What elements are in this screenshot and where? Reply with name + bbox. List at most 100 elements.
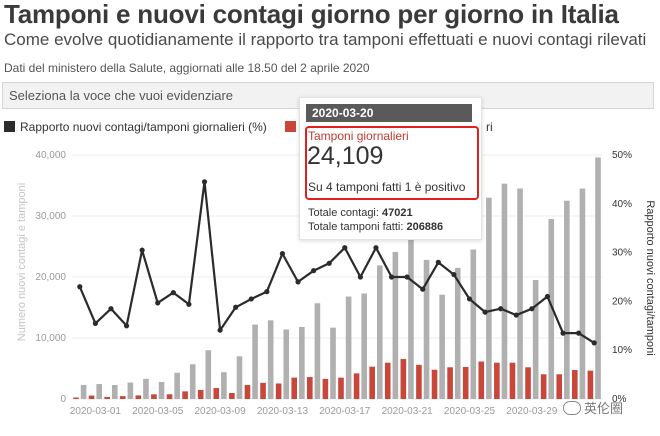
bar-contagi[interactable] [509, 362, 516, 399]
bar-contagi[interactable] [197, 389, 204, 399]
bar-contagi[interactable] [416, 364, 422, 399]
bar-contagi[interactable] [260, 382, 266, 399]
bar-tamponi[interactable] [564, 200, 570, 399]
bar-tamponi[interactable] [330, 327, 336, 399]
ratio-point[interactable] [217, 327, 223, 333]
bar-tamponi[interactable] [532, 280, 539, 399]
bar-contagi[interactable] [291, 377, 298, 399]
bar-tamponi[interactable] [423, 259, 430, 399]
bar-tamponi[interactable] [252, 324, 258, 399]
bar-tamponi[interactable] [143, 378, 149, 399]
bar-contagi[interactable] [166, 394, 173, 399]
ratio-point[interactable] [498, 306, 504, 312]
ratio-point[interactable] [591, 340, 597, 346]
bar-contagi[interactable] [494, 362, 500, 399]
ratio-point[interactable] [466, 296, 473, 302]
bar-contagi[interactable] [229, 393, 235, 399]
bar-tamponi[interactable] [470, 249, 477, 399]
bar-contagi[interactable] [478, 361, 485, 399]
ratio-point[interactable] [326, 260, 332, 266]
bar-tamponi[interactable] [376, 265, 383, 399]
ratio-point[interactable] [201, 179, 208, 185]
ratio-point[interactable] [560, 330, 566, 336]
ratio-point[interactable] [357, 274, 363, 280]
bar-contagi[interactable] [151, 394, 157, 399]
bar-tamponi[interactable] [189, 364, 196, 399]
bar-contagi[interactable] [462, 366, 469, 399]
bar-contagi[interactable] [88, 395, 95, 399]
bar-tamponi[interactable] [267, 320, 274, 399]
bar-tamponi[interactable] [205, 350, 212, 399]
bar-tamponi[interactable] [408, 237, 414, 399]
bar-contagi[interactable] [353, 373, 360, 399]
legend-item-tamponi[interactable]: ri [486, 120, 493, 134]
bar-contagi[interactable] [338, 377, 344, 399]
ratio-point[interactable] [404, 274, 410, 280]
ratio-point[interactable] [139, 247, 145, 253]
bar-contagi[interactable] [73, 397, 79, 399]
bar-tamponi[interactable] [579, 188, 586, 399]
bar-contagi[interactable] [322, 378, 329, 399]
ratio-point[interactable] [420, 286, 426, 292]
ratio-point[interactable] [264, 289, 270, 295]
ratio-point[interactable] [279, 250, 286, 257]
bar-contagi[interactable] [572, 370, 578, 399]
bar-contagi[interactable] [431, 369, 438, 399]
bar-tamponi[interactable] [174, 372, 180, 399]
ratio-point[interactable] [295, 279, 301, 285]
bar-tamponi[interactable] [501, 183, 508, 399]
bar-tamponi[interactable] [486, 197, 492, 399]
bar-tamponi[interactable] [236, 356, 243, 399]
bar-tamponi[interactable] [517, 188, 523, 399]
ratio-point[interactable] [311, 268, 317, 274]
ratio-point[interactable] [576, 330, 582, 336]
ratio-point[interactable] [108, 306, 114, 312]
bar-contagi[interactable] [447, 367, 453, 399]
bar-contagi[interactable] [540, 374, 547, 399]
ratio-point[interactable] [373, 245, 379, 251]
bar-tamponi[interactable] [548, 219, 555, 399]
bar-tamponi[interactable] [454, 267, 461, 399]
bar-tamponi[interactable] [80, 384, 87, 399]
bar-contagi[interactable] [587, 370, 594, 399]
ratio-point[interactable] [77, 284, 83, 290]
bar-contagi[interactable] [556, 374, 563, 399]
bar-tamponi[interactable] [221, 372, 227, 399]
bar-contagi[interactable] [400, 359, 407, 399]
bar-tamponi[interactable] [345, 296, 352, 399]
bar-contagi[interactable] [182, 391, 188, 399]
bar-tamponi[interactable] [111, 384, 118, 399]
ratio-point[interactable] [123, 323, 130, 329]
ratio-point[interactable] [342, 245, 348, 251]
bar-tamponi[interactable] [127, 382, 134, 399]
bar-tamponi[interactable] [283, 329, 290, 399]
bar-contagi[interactable] [119, 396, 126, 399]
bar-contagi[interactable] [525, 367, 531, 399]
ratio-point[interactable] [513, 312, 519, 318]
bar-tamponi[interactable] [595, 157, 601, 399]
bar-contagi[interactable] [275, 383, 282, 399]
bar-tamponi[interactable] [439, 294, 445, 399]
bar-tamponi[interactable] [392, 251, 399, 399]
bar-contagi[interactable] [104, 396, 110, 399]
bar-tamponi[interactable] [314, 303, 321, 399]
ratio-point[interactable] [529, 306, 535, 312]
bar-contagi[interactable] [213, 388, 220, 399]
ratio-point[interactable] [186, 301, 192, 307]
bar-contagi[interactable] [244, 384, 251, 399]
ratio-point[interactable] [544, 293, 551, 300]
ratio-point[interactable] [170, 290, 176, 296]
ratio-point[interactable] [155, 300, 161, 306]
bar-tamponi[interactable] [96, 384, 102, 399]
ratio-point[interactable] [451, 271, 457, 278]
ratio-point[interactable] [482, 309, 488, 315]
bar-tamponi[interactable] [158, 381, 165, 399]
ratio-point[interactable] [388, 274, 395, 280]
bar-contagi[interactable] [369, 366, 375, 399]
ratio-point[interactable] [233, 304, 239, 310]
bar-contagi[interactable] [307, 377, 313, 399]
ratio-point[interactable] [248, 296, 254, 302]
ratio-point[interactable] [435, 259, 441, 265]
bar-tamponi[interactable] [299, 327, 305, 399]
bar-contagi[interactable] [384, 362, 391, 399]
